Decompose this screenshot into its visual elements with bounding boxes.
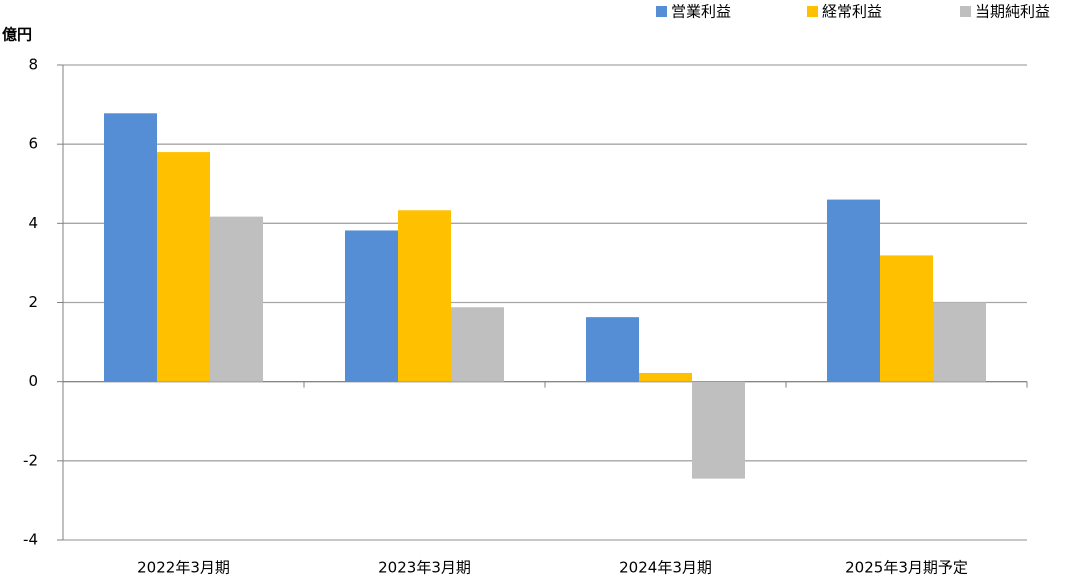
x-tick-label: 2022年3月期: [137, 559, 230, 576]
bar: [586, 317, 639, 382]
bar: [157, 152, 210, 382]
bar: [104, 113, 157, 382]
y-tick-label: 0: [28, 372, 38, 390]
y-tick-label: 2: [28, 293, 38, 311]
x-tick-label: 2025年3月期予定: [845, 559, 968, 576]
bar: [398, 210, 451, 382]
bar: [451, 307, 504, 382]
legend-swatch: [656, 6, 667, 17]
legend-swatch: [960, 6, 971, 17]
x-tick-label: 2024年3月期: [619, 559, 712, 576]
legend-label: 当期純利益: [975, 3, 1050, 21]
y-tick-label: -2: [23, 451, 38, 469]
y-axis-label: 億円: [2, 26, 32, 44]
bar: [345, 230, 398, 382]
bar: [639, 372, 692, 382]
y-tick-label: 8: [28, 56, 38, 74]
y-tick-label: 4: [28, 214, 38, 232]
y-tick-label: -4: [23, 531, 38, 549]
legend-swatch: [807, 6, 818, 17]
legend-label: 営業利益: [671, 3, 731, 21]
x-tick-label: 2023年3月期: [378, 559, 471, 576]
bar: [210, 216, 263, 382]
bar: [933, 302, 986, 382]
bar: [880, 255, 933, 382]
bar: [692, 381, 745, 479]
bar: [827, 199, 880, 382]
legend-label: 経常利益: [822, 3, 882, 21]
y-tick-label: 6: [28, 135, 38, 153]
